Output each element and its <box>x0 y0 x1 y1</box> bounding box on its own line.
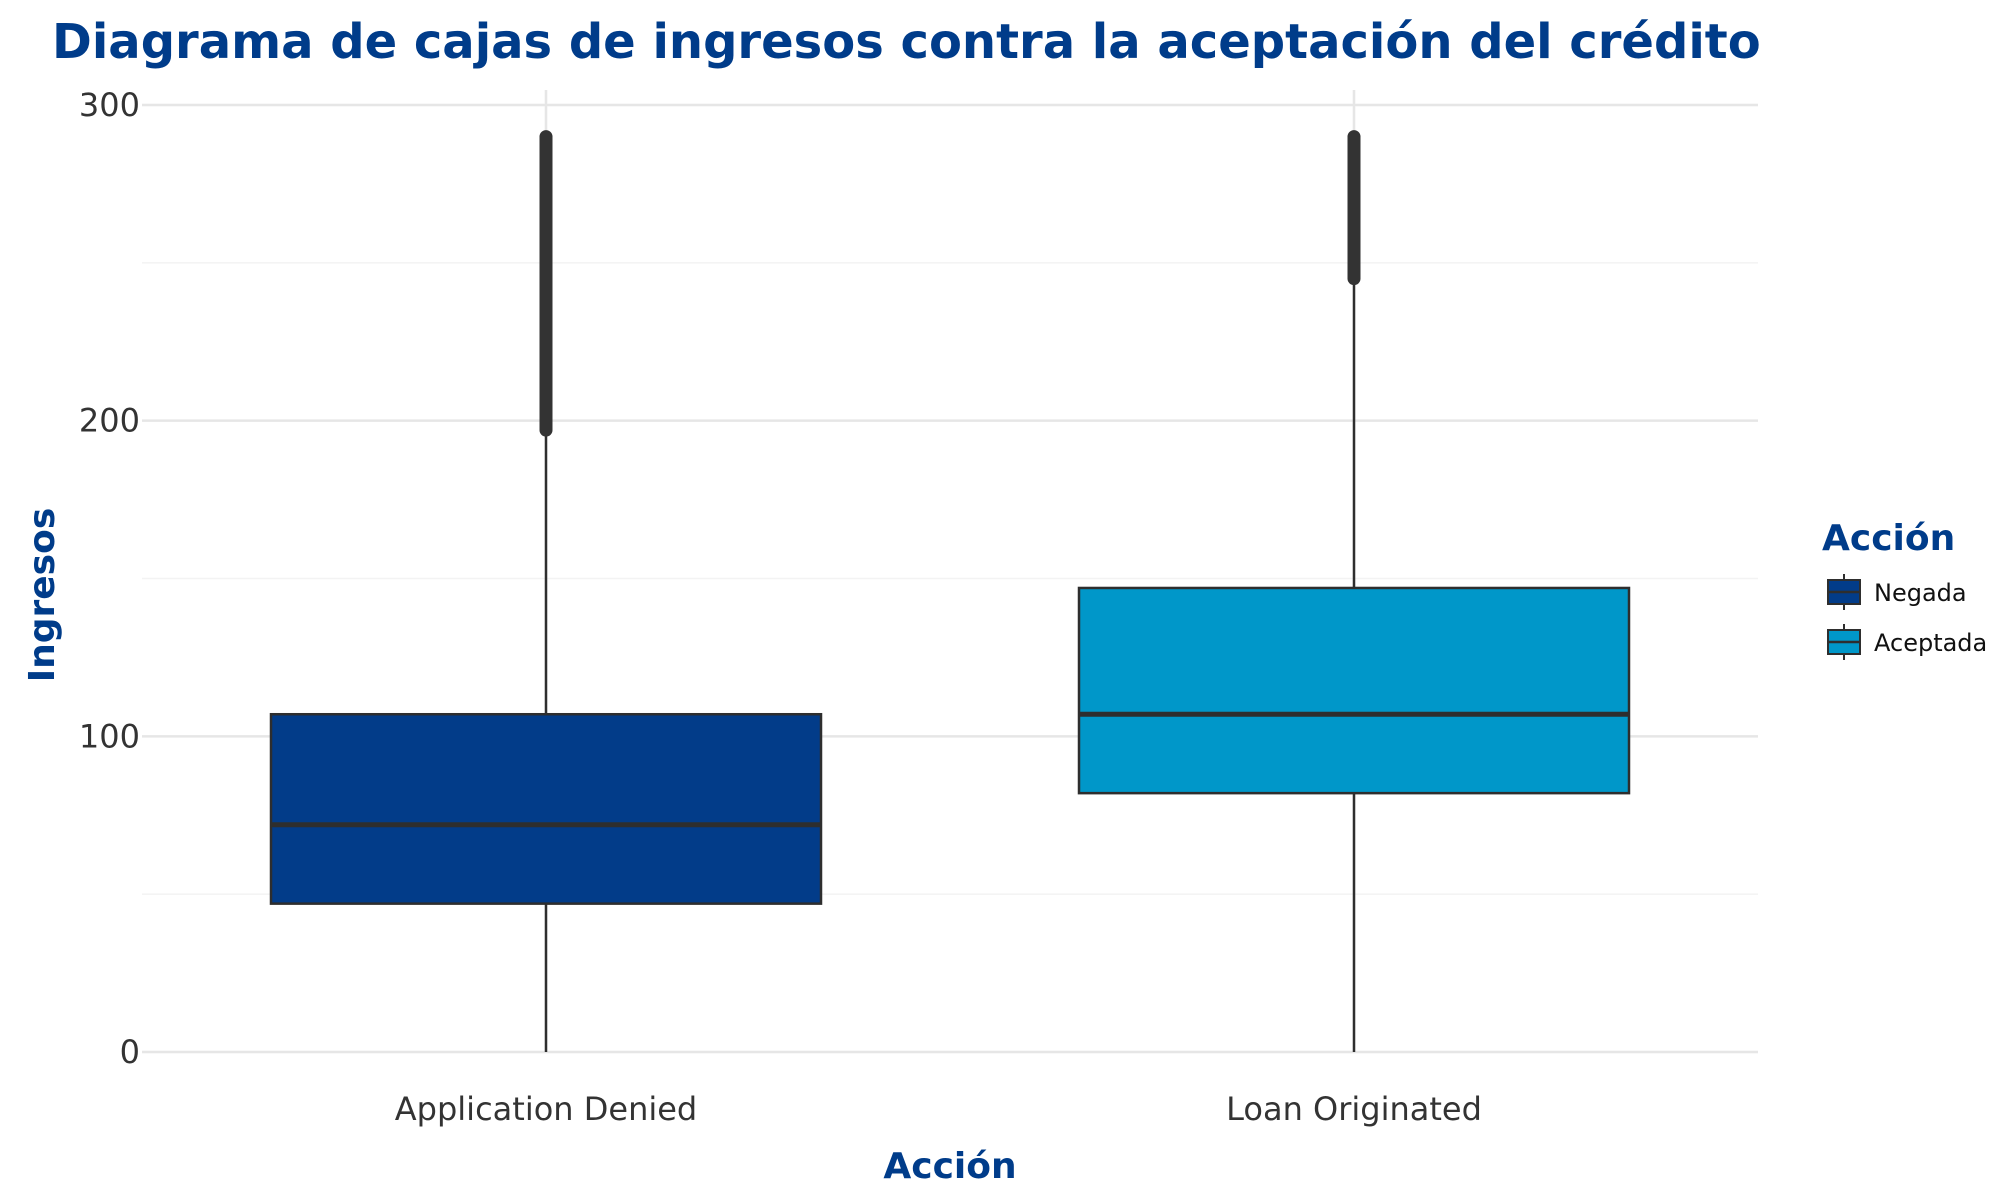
y-tick-label: 100 <box>79 717 140 755</box>
legend-label: Negada <box>1874 579 1967 607</box>
x-axis-title: Acción <box>883 1146 1016 1187</box>
legend: Acción Negada Aceptada <box>1822 518 1987 660</box>
grid-lines <box>142 90 1758 1054</box>
y-tick-label: 0 <box>120 1033 140 1071</box>
legend-label: Aceptada <box>1874 629 1987 657</box>
legend-entry-negada: Negada <box>1827 574 1967 610</box>
y-tick-label: 200 <box>79 402 140 440</box>
y-tick-label: 300 <box>79 86 140 124</box>
iqr-box <box>1077 586 1631 795</box>
box-application-denied <box>269 130 823 1052</box>
legend-entry-aceptada: Aceptada <box>1827 624 1987 660</box>
x-axis-ticks: Application Denied Loan Originated <box>395 1090 1482 1128</box>
x-tick-label: Loan Originated <box>1226 1090 1482 1128</box>
y-axis-ticks: 0 100 200 300 <box>79 86 140 1071</box>
legend-title: Acción <box>1822 518 1955 559</box>
x-tick-label: Application Denied <box>395 1090 697 1128</box>
iqr-box <box>269 712 823 905</box>
chart-title: Diagrama de cajas de ingresos contra la … <box>52 14 1761 70</box>
y-axis-title: Ingresos <box>22 508 63 683</box>
box-loan-originated <box>1077 130 1631 1052</box>
box-series <box>269 130 1631 1052</box>
